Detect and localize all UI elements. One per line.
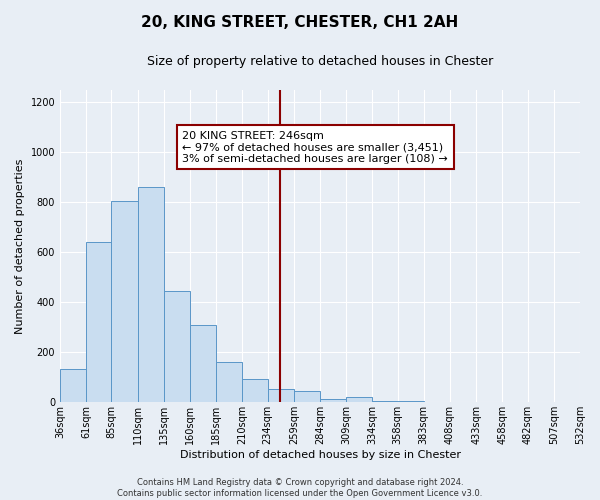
Bar (320, 398, 346, 402)
Bar (86, 242, 112, 402)
Bar (164, 291, 190, 403)
Bar (294, 391, 320, 402)
Text: Contains HM Land Registry data © Crown copyright and database right 2024.
Contai: Contains HM Land Registry data © Crown c… (118, 478, 482, 498)
Title: Size of property relative to detached houses in Chester: Size of property relative to detached ho… (147, 55, 493, 68)
Y-axis label: Number of detached properties: Number of detached properties (15, 158, 25, 334)
Text: 20 KING STREET: 246sqm
← 97% of detached houses are smaller (3,451)
3% of semi-d: 20 KING STREET: 246sqm ← 97% of detached… (182, 130, 448, 164)
Bar (373, 401, 398, 402)
Bar (242, 378, 268, 402)
Bar (190, 325, 216, 402)
Bar (112, 201, 137, 402)
Bar (137, 188, 164, 402)
Bar (268, 388, 294, 402)
Text: 20, KING STREET, CHESTER, CH1 2AH: 20, KING STREET, CHESTER, CH1 2AH (142, 15, 458, 30)
X-axis label: Distribution of detached houses by size in Chester: Distribution of detached houses by size … (179, 450, 461, 460)
Bar (398, 401, 424, 402)
Bar (346, 398, 373, 402)
Bar (216, 362, 242, 403)
Bar (60, 368, 86, 402)
